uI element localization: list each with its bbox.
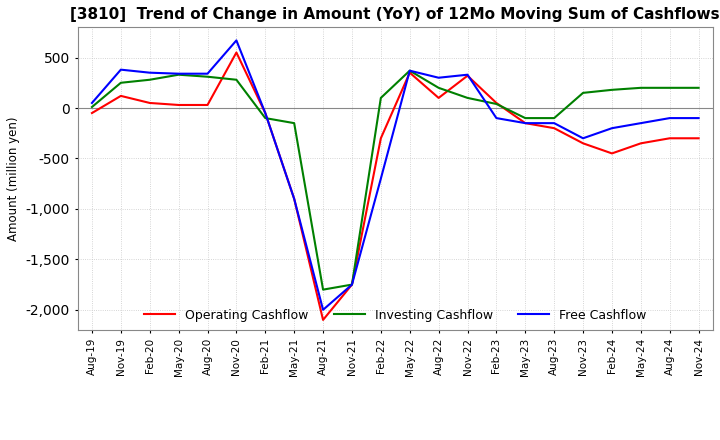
Operating Cashflow	[434, 95, 443, 101]
Investing Cashflow	[290, 121, 299, 126]
Free Cashflow	[492, 115, 500, 121]
Investing Cashflow	[579, 90, 588, 95]
Free Cashflow	[88, 100, 96, 106]
Operating Cashflow	[665, 136, 674, 141]
Operating Cashflow	[521, 121, 530, 126]
Free Cashflow	[434, 75, 443, 81]
Operating Cashflow	[290, 196, 299, 202]
Investing Cashflow	[550, 115, 559, 121]
Operating Cashflow	[608, 151, 616, 156]
Operating Cashflow	[405, 70, 414, 75]
Investing Cashflow	[608, 87, 616, 92]
Investing Cashflow	[145, 77, 154, 82]
Investing Cashflow	[203, 74, 212, 79]
Free Cashflow	[203, 71, 212, 76]
Investing Cashflow	[665, 85, 674, 91]
Line: Investing Cashflow: Investing Cashflow	[92, 71, 698, 290]
Operating Cashflow	[88, 110, 96, 116]
Free Cashflow	[463, 72, 472, 77]
Investing Cashflow	[492, 101, 500, 106]
Investing Cashflow	[261, 115, 269, 121]
Operating Cashflow	[348, 282, 356, 287]
Free Cashflow	[550, 121, 559, 126]
Free Cashflow	[117, 67, 125, 72]
Operating Cashflow	[492, 100, 500, 106]
Investing Cashflow	[319, 287, 328, 292]
Investing Cashflow	[377, 95, 385, 101]
Free Cashflow	[608, 125, 616, 131]
Free Cashflow	[405, 68, 414, 73]
Investing Cashflow	[521, 115, 530, 121]
Operating Cashflow	[232, 50, 240, 55]
Investing Cashflow	[694, 85, 703, 91]
Line: Free Cashflow: Free Cashflow	[92, 40, 698, 310]
Operating Cashflow	[694, 136, 703, 141]
Free Cashflow	[636, 121, 645, 126]
Investing Cashflow	[88, 104, 96, 110]
Operating Cashflow	[117, 93, 125, 99]
Free Cashflow	[145, 70, 154, 75]
Investing Cashflow	[463, 95, 472, 101]
Investing Cashflow	[174, 72, 183, 77]
Investing Cashflow	[636, 85, 645, 91]
Operating Cashflow	[203, 103, 212, 108]
Operating Cashflow	[550, 125, 559, 131]
Investing Cashflow	[232, 77, 240, 82]
Operating Cashflow	[261, 110, 269, 116]
Investing Cashflow	[348, 282, 356, 287]
Title: [3810]  Trend of Change in Amount (YoY) of 12Mo Moving Sum of Cashflows: [3810] Trend of Change in Amount (YoY) o…	[71, 7, 720, 22]
Free Cashflow	[377, 176, 385, 181]
Free Cashflow	[694, 115, 703, 121]
Investing Cashflow	[405, 68, 414, 73]
Free Cashflow	[521, 121, 530, 126]
Operating Cashflow	[145, 100, 154, 106]
Free Cashflow	[348, 282, 356, 287]
Free Cashflow	[319, 307, 328, 312]
Operating Cashflow	[579, 141, 588, 146]
Investing Cashflow	[117, 80, 125, 85]
Operating Cashflow	[377, 136, 385, 141]
Legend: Operating Cashflow, Investing Cashflow, Free Cashflow: Operating Cashflow, Investing Cashflow, …	[139, 304, 652, 327]
Operating Cashflow	[174, 103, 183, 108]
Free Cashflow	[232, 38, 240, 43]
Free Cashflow	[174, 71, 183, 76]
Y-axis label: Amount (million yen): Amount (million yen)	[7, 117, 20, 241]
Line: Operating Cashflow: Operating Cashflow	[92, 52, 698, 320]
Free Cashflow	[261, 110, 269, 116]
Operating Cashflow	[463, 73, 472, 78]
Free Cashflow	[665, 115, 674, 121]
Operating Cashflow	[636, 141, 645, 146]
Operating Cashflow	[319, 317, 328, 323]
Free Cashflow	[290, 196, 299, 202]
Investing Cashflow	[434, 85, 443, 91]
Free Cashflow	[579, 136, 588, 141]
